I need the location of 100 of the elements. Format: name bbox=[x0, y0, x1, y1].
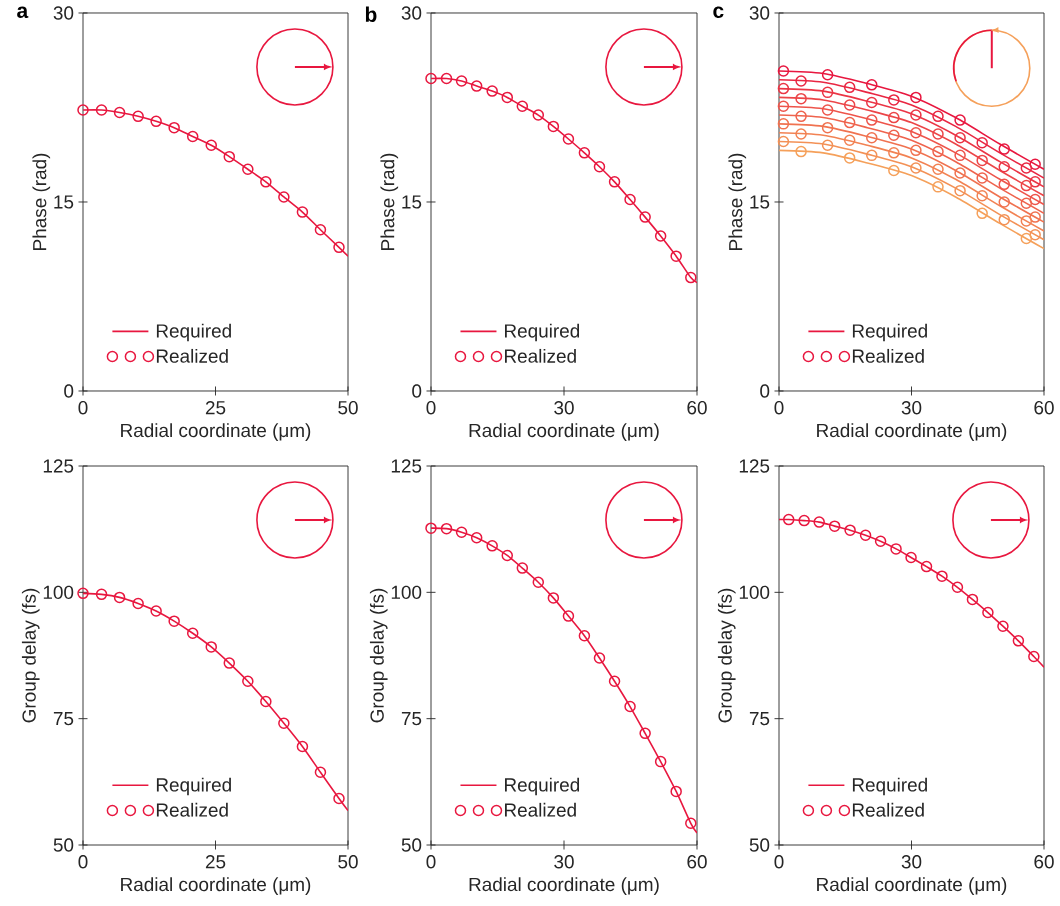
y-tick-label: 75 bbox=[401, 712, 422, 726]
chart-title: c bbox=[713, 6, 724, 18]
point bbox=[670, 785, 682, 798]
point bbox=[954, 184, 966, 197]
point bbox=[113, 106, 126, 119]
point bbox=[782, 513, 795, 526]
point bbox=[547, 120, 560, 133]
chart-title: a bbox=[17, 6, 29, 18]
point bbox=[798, 514, 810, 527]
point bbox=[150, 605, 162, 617]
point bbox=[314, 766, 327, 778]
point bbox=[795, 92, 807, 105]
x-tick-label: 60 bbox=[687, 855, 707, 869]
point bbox=[1029, 229, 1041, 241]
y-axis-title: Group delay (fs) bbox=[717, 588, 736, 723]
point bbox=[77, 587, 89, 600]
chart-title: b bbox=[365, 6, 377, 22]
x-tick-label: 60 bbox=[1034, 401, 1054, 415]
point bbox=[821, 104, 834, 116]
point bbox=[608, 675, 621, 688]
point bbox=[932, 181, 944, 193]
point bbox=[168, 615, 180, 627]
point bbox=[821, 86, 834, 99]
point bbox=[905, 551, 917, 564]
point bbox=[639, 211, 651, 223]
point bbox=[278, 191, 290, 203]
y-tick-label: 30 bbox=[401, 6, 422, 20]
x-axis-title: Radial coordinate (μm) bbox=[469, 877, 659, 895]
point bbox=[976, 172, 988, 184]
x-tick-label: 30 bbox=[554, 401, 574, 415]
point bbox=[205, 139, 218, 152]
point bbox=[425, 522, 437, 534]
point bbox=[976, 154, 988, 167]
point bbox=[777, 65, 790, 77]
point bbox=[998, 160, 1011, 173]
y-axis-title: Phase (rad) bbox=[380, 153, 399, 250]
point bbox=[186, 130, 199, 143]
y-axis-title: Phase (rad) bbox=[728, 153, 747, 250]
point bbox=[1029, 158, 1041, 170]
point bbox=[547, 592, 560, 604]
point bbox=[888, 129, 900, 141]
point bbox=[843, 134, 856, 146]
y-tick-label: 125 bbox=[391, 459, 422, 473]
point bbox=[932, 110, 944, 123]
point bbox=[976, 137, 988, 149]
point bbox=[1020, 179, 1033, 192]
x-tick-label: 0 bbox=[426, 401, 436, 415]
point bbox=[813, 516, 825, 528]
point bbox=[795, 75, 807, 87]
point bbox=[260, 176, 272, 188]
point bbox=[998, 196, 1011, 208]
point bbox=[440, 72, 453, 85]
point bbox=[501, 91, 514, 104]
legend-label: Realized bbox=[852, 802, 924, 817]
point bbox=[982, 606, 994, 619]
point bbox=[821, 139, 834, 152]
point bbox=[278, 717, 290, 729]
legend-label: Required bbox=[852, 777, 927, 796]
point bbox=[910, 91, 922, 104]
x-axis-title: Radial coordinate (μm) bbox=[469, 423, 659, 441]
point bbox=[998, 143, 1011, 155]
x-tick-label: 50 bbox=[338, 401, 358, 415]
point bbox=[888, 147, 900, 159]
point bbox=[954, 114, 966, 126]
legend-label: Required bbox=[505, 323, 580, 342]
point bbox=[843, 99, 856, 111]
point bbox=[976, 207, 988, 220]
legend-label: Required bbox=[505, 777, 580, 796]
y-axis-title: Group delay (fs) bbox=[369, 588, 388, 723]
y-axis-title: Phase (rad) bbox=[32, 153, 51, 250]
point bbox=[1029, 211, 1041, 223]
legend-label: Realized bbox=[505, 348, 576, 363]
point bbox=[828, 520, 841, 532]
point bbox=[954, 149, 966, 162]
point bbox=[866, 131, 878, 144]
point bbox=[1020, 215, 1033, 227]
point bbox=[1029, 176, 1041, 188]
point bbox=[670, 250, 682, 262]
y-tick-label: 75 bbox=[749, 712, 770, 726]
legend-label: Realized bbox=[156, 348, 228, 363]
point bbox=[501, 549, 514, 562]
point bbox=[624, 700, 636, 713]
point bbox=[593, 160, 606, 173]
y-tick-label: 50 bbox=[53, 838, 74, 852]
x-tick-label: 0 bbox=[774, 401, 784, 415]
y-tick-label: 15 bbox=[750, 195, 770, 209]
y-tick-label: 15 bbox=[402, 195, 422, 209]
legend-label: Required bbox=[156, 777, 231, 796]
point bbox=[486, 540, 498, 552]
point bbox=[532, 576, 545, 588]
point bbox=[132, 110, 144, 123]
x-axis-title: Radial coordinate (μm) bbox=[817, 877, 1007, 895]
point bbox=[333, 792, 345, 805]
x-tick-label: 25 bbox=[205, 855, 226, 869]
point bbox=[1020, 197, 1033, 209]
point bbox=[888, 94, 900, 106]
point bbox=[578, 630, 591, 642]
point bbox=[1020, 162, 1033, 174]
point bbox=[998, 178, 1011, 191]
point bbox=[843, 116, 856, 129]
